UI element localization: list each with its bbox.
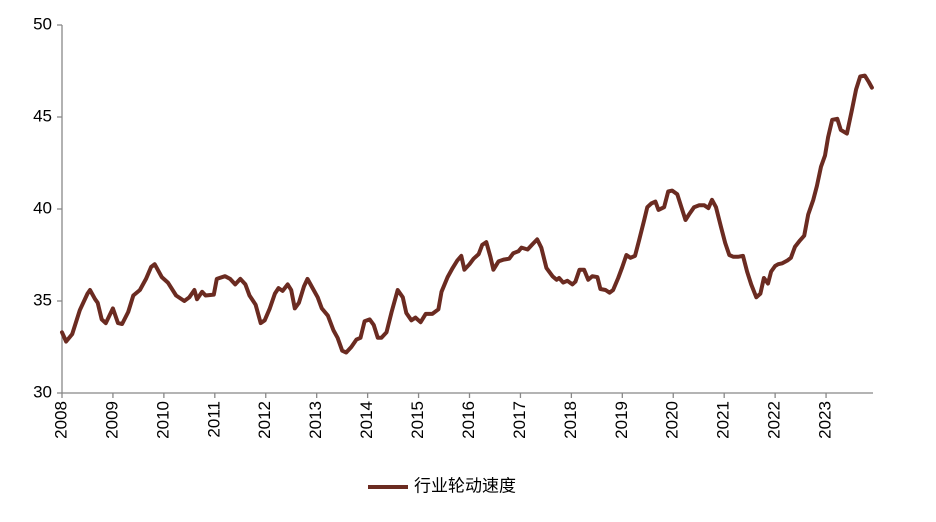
- x-tick-label: 2008: [51, 401, 70, 439]
- x-tick-label: 2014: [357, 401, 376, 439]
- x-tick-label: 2020: [663, 401, 682, 439]
- x-tick-label: 2015: [408, 401, 427, 439]
- y-tick-label: 45: [33, 106, 52, 125]
- y-tick-label: 30: [33, 382, 52, 401]
- x-tick-label: 2022: [765, 401, 784, 439]
- x-tick-label: 2012: [255, 401, 274, 439]
- x-tick-label: 2016: [459, 401, 478, 439]
- x-tick-label: 2019: [612, 401, 631, 439]
- line-series: [60, 73, 874, 355]
- x-tick-label: 2023: [816, 401, 835, 439]
- x-tick-label: 2010: [153, 401, 172, 439]
- x-tick-label: 2018: [561, 401, 580, 439]
- y-tick-label: 35: [33, 290, 52, 309]
- x-tick-label: 2017: [510, 401, 529, 439]
- y-tick-label: 40: [33, 198, 52, 217]
- y-tick-label: 50: [33, 14, 52, 33]
- x-tick-label: 2009: [102, 401, 121, 439]
- x-tick-label: 2013: [306, 401, 325, 439]
- x-tick-label: 2011: [204, 401, 223, 438]
- x-tick-label: 2021: [714, 401, 733, 439]
- legend-label: 行业轮动速度: [414, 476, 516, 495]
